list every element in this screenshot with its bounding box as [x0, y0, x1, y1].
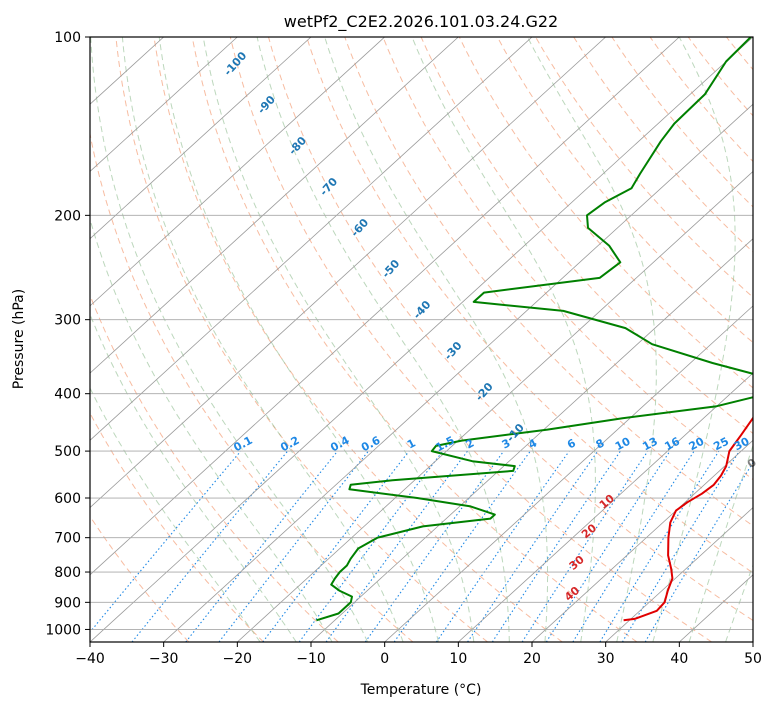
y-tick-label: 1000: [45, 622, 81, 638]
x-axis-label: Temperature (°C): [360, 682, 482, 698]
dry-adiabat-line: [421, 37, 775, 642]
x-tick-label: 10: [449, 651, 467, 667]
moist-adiabat-label: -90: [255, 93, 278, 117]
mixing-ratio-label: 1: [405, 436, 418, 451]
x-tick-label: −20: [223, 651, 253, 667]
moist-adiabat-line: [203, 37, 474, 642]
x-tick-label: −10: [296, 651, 326, 667]
moist-adiabat-label: -60: [348, 216, 371, 240]
moist-adiabat-label: -80: [286, 134, 309, 158]
dry-adiabat-label: 20: [579, 521, 599, 541]
dry-adiabat-line: [726, 37, 775, 642]
dewpoint-profile-line: [316, 37, 775, 620]
moist-adiabat-line: [91, 37, 368, 642]
grid-layer: [0, 37, 775, 642]
mixing-ratio-label: 10: [613, 434, 633, 453]
mixing-ratio-line: [468, 451, 598, 642]
moist-adiabat-line: [257, 37, 509, 642]
y-tick-label: 200: [54, 208, 81, 224]
moist-adiabat-label: -40: [411, 298, 434, 322]
mixing-ratio-line: [622, 451, 739, 642]
moist-adiabat-label: -70: [317, 175, 340, 199]
dry-adiabat-label: 30: [567, 553, 587, 573]
x-tick-label: 40: [670, 651, 688, 667]
dry-adiabat-line: [0, 37, 189, 642]
mixing-ratio-label: 16: [662, 435, 682, 454]
mixing-ratio-line: [436, 451, 569, 642]
mixing-ratio-line: [600, 451, 719, 642]
moist-adiabat-label: -100: [221, 49, 249, 78]
mixing-ratio-label: 6: [565, 436, 578, 451]
moist-adiabat-label: -20: [473, 380, 496, 404]
y-tick-label: 900: [54, 595, 81, 611]
chart-title: wetPf2_C2E2.2026.101.03.24.G22: [284, 12, 558, 32]
x-tick-label: −40: [75, 651, 105, 667]
freezing-level-label: 0: [745, 456, 759, 471]
moist-adiabat-line: [38, 37, 297, 642]
y-tick-label: 800: [54, 565, 81, 581]
y-tick-label: 100: [54, 30, 81, 46]
x-tick-label: 50: [744, 651, 762, 667]
dry-adiabat-line: [345, 37, 775, 642]
moist-adiabat-line: [14, 37, 260, 642]
dry-adiabat-line: [269, 37, 775, 642]
moist-adiabat-line: [689, 37, 775, 642]
y-tick-label: 400: [54, 387, 81, 403]
dry-adiabat-line: [497, 37, 775, 642]
y-tick-label: 500: [54, 444, 81, 460]
x-tick-label: 20: [523, 651, 541, 667]
dry-adiabat-line: [78, 37, 413, 642]
dry-adiabat-line: [192, 37, 637, 642]
isotherm-line: [0, 37, 606, 642]
mixing-ratio-line: [82, 451, 241, 642]
mixing-ratio-label: 30: [732, 435, 752, 454]
isotherm-line: [90, 37, 753, 642]
moist-adiabat-line: [159, 37, 438, 642]
dry-adiabat-line: [765, 37, 775, 642]
mixing-ratio-label: 20: [687, 434, 707, 453]
dry-adiabat-label: 40: [562, 584, 582, 604]
y-tick-label: 300: [54, 313, 81, 329]
dry-adiabat-line: [230, 37, 711, 642]
x-tick-label: −30: [149, 651, 179, 667]
isotherm-line: [0, 37, 237, 642]
moist-adiabat-line: [412, 37, 595, 642]
isotherm-line: [16, 37, 679, 642]
moist-adiabat-line: [726, 37, 775, 642]
mixing-ratio-line: [573, 451, 694, 642]
dry-adiabat-line: [574, 37, 775, 642]
isotherm-line: [0, 37, 311, 642]
dry-adiabat-label: 10: [597, 492, 617, 512]
dry-adiabat-line: [688, 37, 775, 642]
isotherm-line: [753, 37, 775, 642]
moist-adiabat-line: [325, 37, 548, 642]
isotherm-line: [164, 37, 775, 642]
dry-adiabat-line: [1, 37, 263, 642]
x-tick-label: 30: [597, 651, 615, 667]
data-layer: [316, 37, 775, 620]
y-axis-label: Pressure (hPa): [11, 289, 27, 389]
mixing-ratio-line: [492, 451, 620, 642]
mixing-ratio-line: [365, 451, 503, 642]
mixing-ratio-label: 13: [640, 435, 660, 454]
moist-adiabat-line: [63, 37, 332, 642]
y-tick-label: 600: [54, 491, 81, 507]
mixing-ratio-label: 4: [526, 436, 539, 451]
moist-adiabat-label: -50: [379, 257, 402, 281]
isotherm-line: [0, 37, 458, 642]
dry-adiabat-line: [612, 37, 775, 642]
mixing-ratio-line: [219, 451, 368, 642]
dry-adiabat-line: [116, 37, 488, 642]
x-tick-label: 0: [380, 651, 389, 667]
mixing-ratio-line: [132, 451, 288, 642]
y-tick-label: 700: [54, 531, 81, 547]
temperature-profile-line: [624, 37, 775, 620]
